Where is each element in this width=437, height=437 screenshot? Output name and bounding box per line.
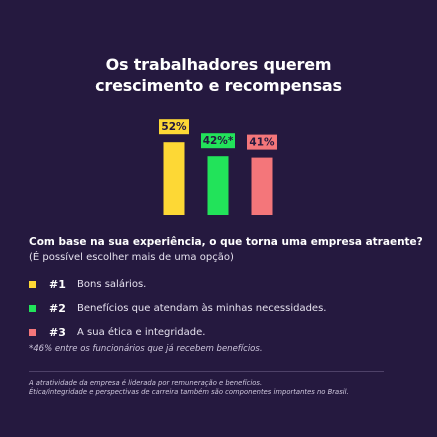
value-label-2: 42%* xyxy=(203,135,234,147)
footer-line-2: Ética/integridade e perspectivas de carr… xyxy=(29,388,349,396)
legend-swatch-2 xyxy=(29,304,36,312)
legend-item-2: #2 Benefícios que atendam às minhas nece… xyxy=(29,297,429,319)
legend: #1 Bons salários. #2 Benefícios que aten… xyxy=(29,273,429,345)
divider xyxy=(29,371,384,372)
title-line-2: crescimento e recompensas xyxy=(95,76,342,95)
bar-chart: 52% 42%* 41% xyxy=(159,119,277,215)
legend-swatch-1 xyxy=(29,280,36,288)
title-line-1: Os trabalhadores querem xyxy=(105,55,332,74)
value-label-box-3 xyxy=(247,134,277,150)
chart-title: Os trabalhadores querem crescimento e re… xyxy=(0,54,437,96)
legend-text-3: A sua ética e integridade. xyxy=(77,326,206,338)
legend-text-1: Bons salários. xyxy=(77,278,147,290)
footer-line-1: A atratividade da empresa é liderada por… xyxy=(29,379,263,387)
legend-item-3: #3 A sua ética e integridade. xyxy=(29,321,429,343)
legend-swatch-3 xyxy=(29,328,36,336)
survey-subquestion: (É possível escolher mais de uma opção) xyxy=(29,252,234,263)
bar-rank-2 xyxy=(207,156,229,215)
legend-rank-2: #2 xyxy=(49,301,66,315)
bar-rank-1 xyxy=(163,142,185,215)
legend-rank-3: #3 xyxy=(49,325,66,339)
legend-rank-1: #1 xyxy=(49,277,66,291)
footer-text: A atratividade da empresa é liderada por… xyxy=(29,379,349,397)
value-label-3: 41% xyxy=(249,137,275,149)
value-label-box-1 xyxy=(159,119,189,135)
bar-rank-3 xyxy=(251,157,273,215)
legend-text-2: Benefícios que atendam às minhas necessi… xyxy=(77,302,327,314)
survey-question: Com base na sua experiência, o que torna… xyxy=(29,236,423,248)
value-label-1: 52% xyxy=(161,121,187,133)
legend-item-1: #1 Bons salários. xyxy=(29,273,429,295)
value-label-box-2 xyxy=(201,133,235,149)
footnote-benefits: *46% entre os funcionários que já recebe… xyxy=(29,344,263,354)
